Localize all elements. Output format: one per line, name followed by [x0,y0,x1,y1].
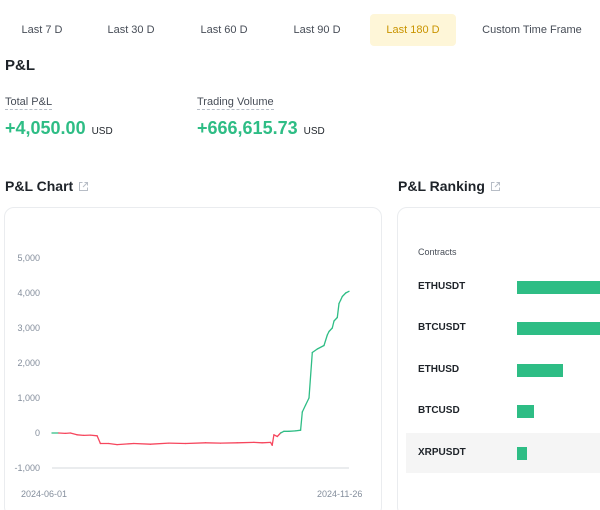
pnl-line-segment [301,404,307,413]
pnl-line-segment [331,320,335,329]
ranking-bar [517,447,527,460]
ranking-contract-name: BTCUSD [418,405,460,416]
y-tick-label: 0 [34,428,40,438]
pnl-chart-title-row: P&L Chart [5,178,89,195]
pnl-line-segment [316,344,325,350]
contracts-header: Contracts [418,247,457,257]
tab-custom-time-frame[interactable]: Custom Time Frame [482,24,582,36]
pnl-line-segment [345,290,350,294]
pnl-line-segment [299,411,303,431]
total-pnl-value: +4,050.00 [5,118,86,138]
y-tick-label: 5,000 [17,253,40,263]
pnl-line-segment [149,442,170,445]
pnl-ranking-title-row: P&L Ranking [398,178,501,195]
pnl-line-segment [108,442,118,446]
ranking-bar [517,281,600,294]
ranking-row[interactable]: ETHUSD [406,350,600,390]
pnl-line-segment [308,351,313,399]
pnl-line-segment [69,432,78,436]
ranking-row[interactable]: BTCUSD [406,391,600,431]
ranking-contract-name: ETHUSDT [418,281,466,292]
pnl-ranking-title: P&L Ranking [398,178,485,194]
pnl-line-segment [341,292,347,298]
ranking-row[interactable]: BTCUSDT [406,308,600,348]
pnl-line-segment [76,434,85,437]
y-tick-label: 4,000 [17,288,40,298]
y-tick-label: -1,000 [14,463,40,473]
pnl-line-segment [276,432,282,438]
ranking-bar [517,322,600,335]
trading-volume-value-row: +666,615.73 USD [197,118,325,139]
ranking-contract-name: BTCUSDT [418,322,466,333]
pnl-line-segment [184,442,207,445]
pnl-line-segment [328,327,333,333]
pnl-title: P&L [5,57,35,74]
y-tick-label: 1,000 [17,393,40,403]
pnl-line-segment [294,429,302,432]
x-tick-label: 2024-06-01 [21,489,68,499]
external-link-icon[interactable] [490,179,501,195]
trading-volume-unit: USD [303,126,325,137]
time-frame-tabs: Last 7 D Last 30 D Last 60 D Last 90 D L… [0,14,600,46]
pnl-line-segment [271,434,275,446]
pnl-line-segment [96,435,102,445]
tab-last-90d[interactable]: Last 90 D [293,24,341,36]
pnl-line-segment [323,334,328,347]
pnl-line-segment [133,442,152,445]
ranking-bar [517,364,563,377]
total-pnl-unit: USD [91,126,113,137]
ranking-bar [517,405,534,418]
y-tick-label: 3,000 [17,323,40,333]
y-tick-label: 2,000 [17,358,40,368]
pnl-line-segment [336,302,340,319]
pnl-line-segment [116,442,135,446]
pnl-chart-title: P&L Chart [5,178,74,194]
trading-volume-label: Trading Volume [197,96,274,110]
pnl-line-segment [304,397,310,406]
x-tick-label: 2024-11-26 [317,489,363,499]
tab-last-60d[interactable]: Last 60 D [200,24,248,36]
trading-volume-value: +666,615.73 [197,118,298,138]
ranking-row[interactable]: XRPUSDT [406,433,600,473]
total-pnl-label: Total P&L [5,96,53,110]
ranking-contract-name: XRPUSDT [418,447,466,458]
ranking-row[interactable]: ETHUSDT [406,267,600,307]
tab-last-7d[interactable]: Last 7 D [21,24,63,36]
pnl-line-segment [333,316,338,322]
total-pnl-value-row: +4,050.00 USD [5,118,113,139]
pnl-chart-card [4,207,382,510]
external-link-icon[interactable] [78,179,89,195]
ranking-contract-name: ETHUSD [418,364,460,375]
pnl-line-segment [89,434,98,437]
pnl-line-segment [311,348,318,354]
tab-last-180d[interactable]: Last 180 D [370,14,456,46]
tab-last-30d[interactable]: Last 30 D [107,24,155,36]
